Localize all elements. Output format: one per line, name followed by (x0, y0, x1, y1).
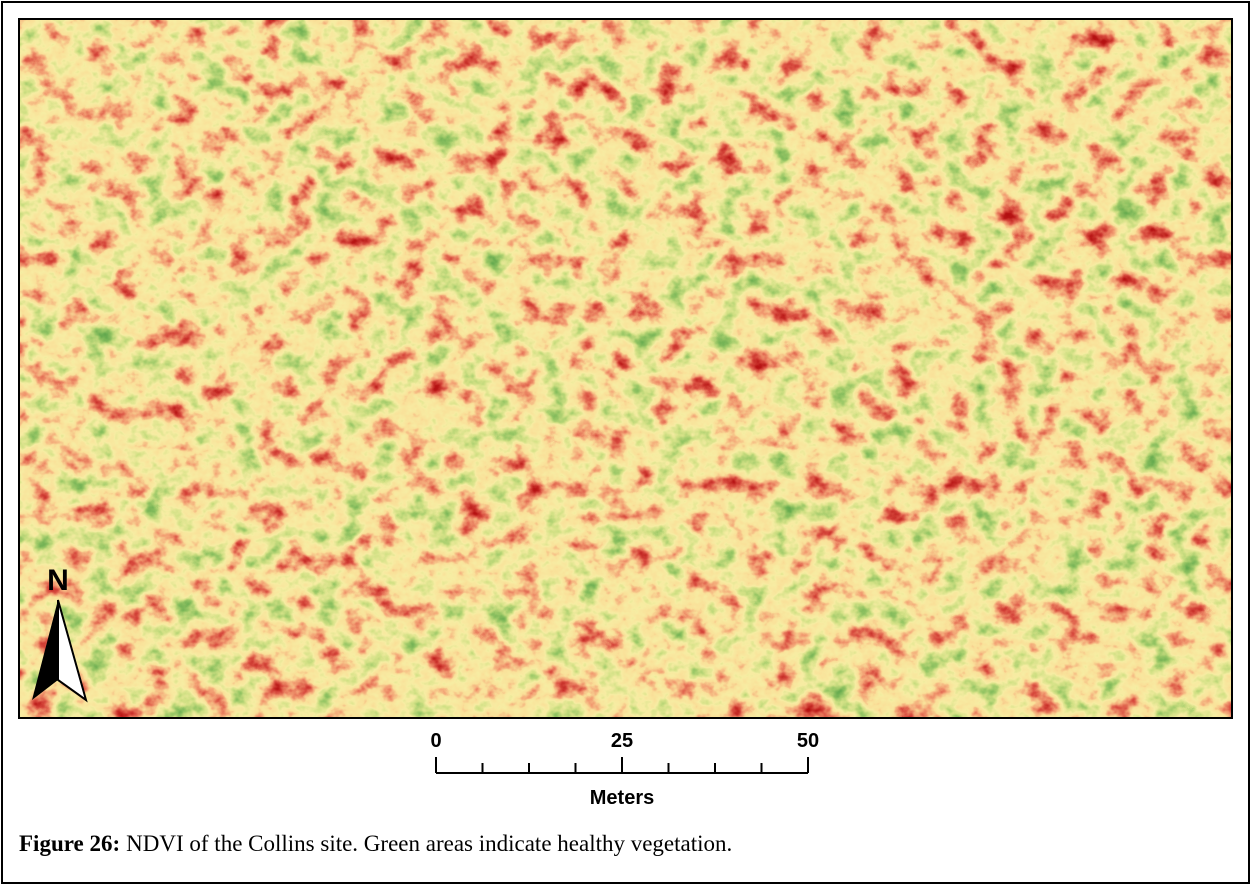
ndvi-map (19, 19, 1232, 718)
scale-label: 50 (797, 730, 819, 752)
page: N Meters 0 25 50 Figure 26:NDVI of the Col… (0, 0, 1252, 886)
figure: N Meters 0 25 50 Figure 26:NDVI of the Col… (0, 0, 1252, 886)
caption: Figure 26:NDVI of the Collins site. Gree… (19, 831, 732, 856)
scale-label: 25 (611, 730, 633, 752)
caption-text: NDVI of the Collins site. Green areas in… (126, 831, 732, 856)
scale-label: 0 (430, 730, 441, 752)
scale-unit: Meters (590, 787, 654, 809)
north-label: N (47, 564, 69, 597)
caption-label: Figure 26: (19, 831, 120, 856)
